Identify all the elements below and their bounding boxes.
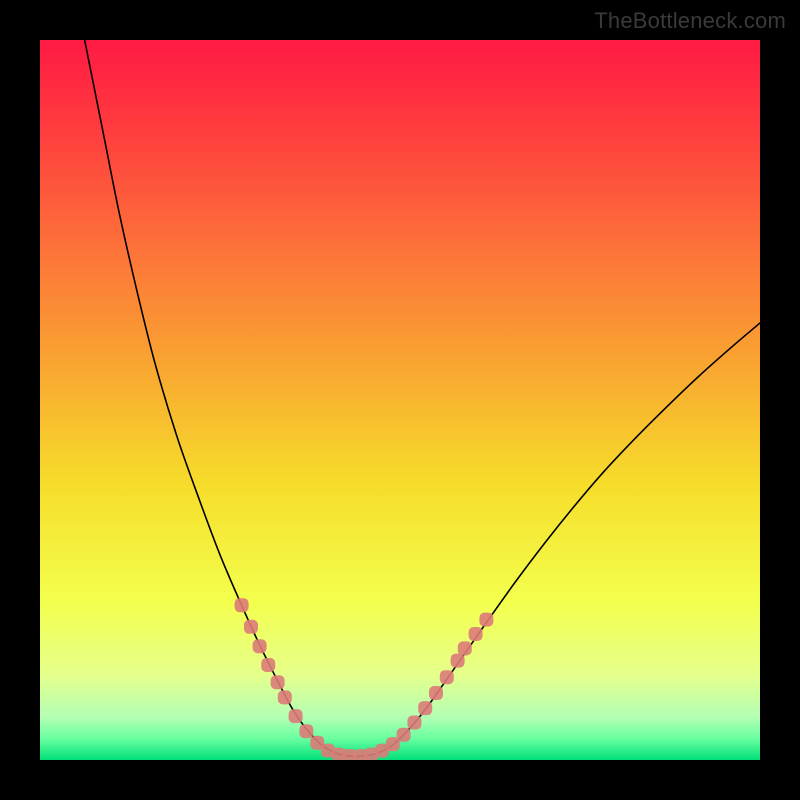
marker-point [418, 701, 432, 715]
marker-point [271, 675, 285, 689]
gradient-background [40, 40, 760, 760]
marker-point [278, 690, 292, 704]
marker-point [451, 654, 465, 668]
marker-point [244, 620, 258, 634]
marker-point [429, 686, 443, 700]
marker-point [407, 716, 421, 730]
plot-area [40, 40, 760, 760]
marker-point [440, 670, 454, 684]
plot-svg [40, 40, 760, 760]
marker-point [289, 709, 303, 723]
marker-point [469, 627, 483, 641]
marker-point [261, 658, 275, 672]
marker-point [253, 639, 267, 653]
marker-point [299, 724, 313, 738]
marker-point [397, 728, 411, 742]
canvas: TheBottleneck.com [0, 0, 800, 800]
marker-point [458, 641, 472, 655]
marker-point [235, 598, 249, 612]
marker-point [479, 613, 493, 627]
watermark-text: TheBottleneck.com [594, 8, 786, 34]
